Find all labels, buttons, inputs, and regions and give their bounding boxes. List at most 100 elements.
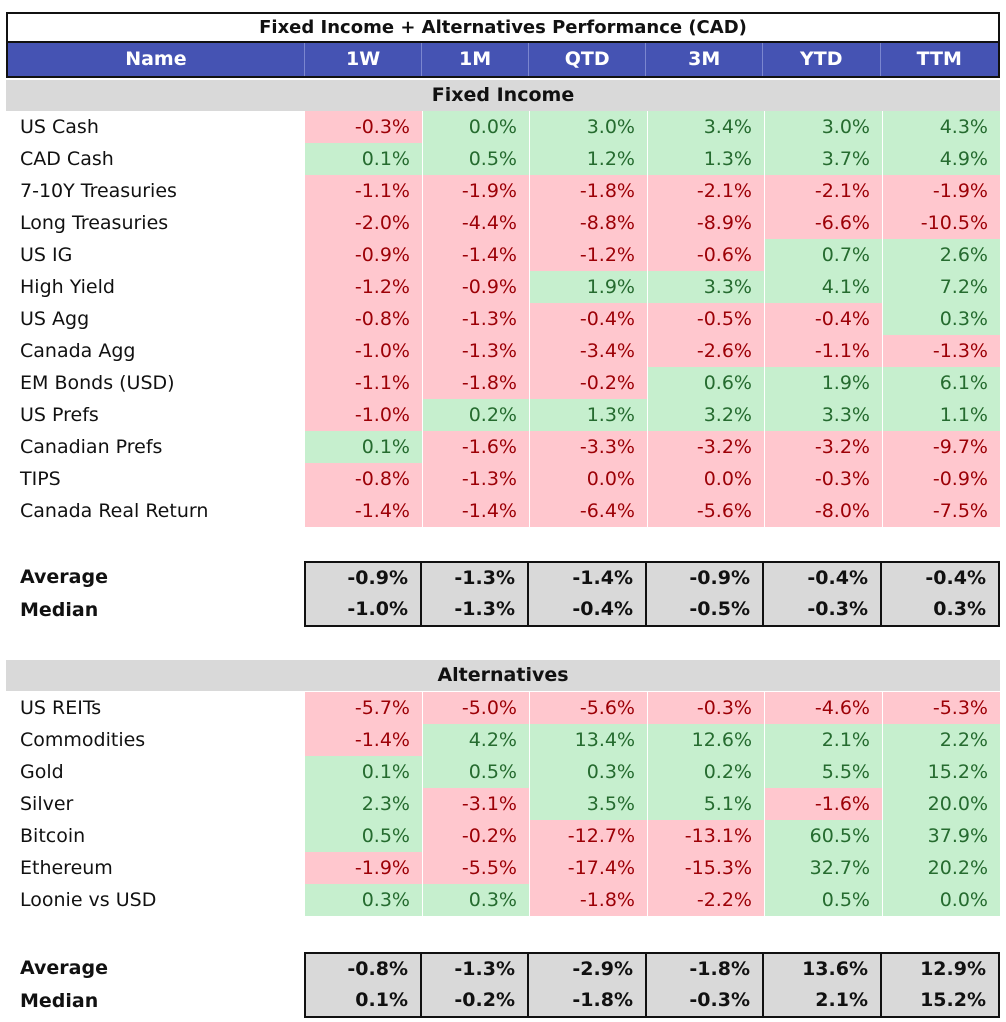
fixed-income-rows: US Cash -0.3% 0.0% 3.0% 3.4% 3.0% 4.3% CAD Cash… — [6, 111, 1000, 527]
value-cell-qtd: 3.0% — [529, 111, 647, 143]
value-cell-1w: 0.5% — [304, 820, 422, 852]
value-cell-ttm: 37.9% — [882, 820, 1000, 852]
value-cell-ytd: -4.6% — [764, 692, 882, 724]
row-name: US Prefs — [20, 404, 99, 426]
value-cell-1m: -1.8% — [422, 367, 529, 399]
stat-label: Median — [20, 990, 99, 1012]
value-cell-1w: -1.0% — [304, 399, 422, 431]
stat-cell-1m: -1.3% — [422, 952, 529, 985]
stat-label: Median — [20, 599, 99, 621]
stat-row-median: Median -1.0% -1.3% -0.4% -0.5% -0.3% 0.3% — [6, 594, 1000, 627]
value-cell-1m: -1.3% — [422, 335, 529, 367]
stat-cell-1m: -1.3% — [422, 594, 529, 627]
table-row: Canada Agg -1.0% -1.3% -3.4% -2.6% -1.1% -1.3% — [6, 335, 1000, 367]
row-name: CAD Cash — [20, 148, 114, 170]
value-cell-3m: 5.1% — [647, 788, 764, 820]
value-cell-qtd: 0.0% — [529, 463, 647, 495]
table-row: Canadian Prefs 0.1% -1.6% -3.3% -3.2% -3.2% -9… — [6, 431, 1000, 463]
stat-cell-ytd: 13.6% — [764, 952, 882, 985]
value-cell-1w: -5.7% — [304, 692, 422, 724]
value-cell-ytd: -2.1% — [764, 175, 882, 207]
value-cell-1w: -1.2% — [304, 271, 422, 303]
value-cell-1w: -1.4% — [304, 724, 422, 756]
value-cell-qtd: 13.4% — [529, 724, 647, 756]
value-cell-1m: -1.9% — [422, 175, 529, 207]
value-cell-1m: -0.2% — [422, 820, 529, 852]
row-name: Canadian Prefs — [20, 436, 163, 458]
value-cell-ytd: 0.5% — [764, 884, 882, 916]
table-row: US IG -0.9% -1.4% -1.2% -0.6% 0.7% 2.6% — [6, 239, 1000, 271]
value-cell-1w: 0.1% — [304, 143, 422, 175]
table-row: 7-10Y Treasuries -1.1% -1.9% -1.8% -2.1% -2.1… — [6, 175, 1000, 207]
table-title: Fixed Income + Alternatives Performance … — [6, 12, 1000, 43]
value-cell-ytd: -0.4% — [764, 303, 882, 335]
stat-cell-ttm: 12.9% — [882, 952, 1000, 985]
value-cell-qtd: 1.9% — [529, 271, 647, 303]
value-cell-ttm: 0.3% — [882, 303, 1000, 335]
value-cell-1m: -3.1% — [422, 788, 529, 820]
table-row: Gold 0.1% 0.5% 0.3% 0.2% 5.5% 15.2% — [6, 756, 1000, 788]
value-cell-ttm: 2.2% — [882, 724, 1000, 756]
value-cell-1m: -1.4% — [422, 495, 529, 527]
row-name: EM Bonds (USD) — [20, 372, 175, 394]
value-cell-qtd: 3.5% — [529, 788, 647, 820]
value-cell-ytd: 3.3% — [764, 399, 882, 431]
table-row: US Cash -0.3% 0.0% 3.0% 3.4% 3.0% 4.3% — [6, 111, 1000, 143]
value-cell-3m: 1.3% — [647, 143, 764, 175]
value-cell-ytd: 60.5% — [764, 820, 882, 852]
row-name: US Agg — [20, 308, 90, 330]
section-header-fixed-income: Fixed Income — [6, 80, 1000, 111]
table-row: High Yield -1.2% -0.9% 1.9% 3.3% 4.1% 7.2% — [6, 271, 1000, 303]
value-cell-ttm: 6.1% — [882, 367, 1000, 399]
column-header-3m: 3M — [646, 43, 763, 76]
value-cell-1m: 0.0% — [422, 111, 529, 143]
value-cell-1w: -1.1% — [304, 175, 422, 207]
row-name: Ethereum — [20, 857, 113, 879]
stat-cell-1m: -1.3% — [422, 561, 529, 594]
stat-row-average: Average -0.9% -1.3% -1.4% -0.9% -0.4% -0.4% — [6, 561, 1000, 594]
value-cell-1m: -5.0% — [422, 692, 529, 724]
value-cell-ytd: -3.2% — [764, 431, 882, 463]
stat-cell-1w: -0.8% — [304, 952, 422, 985]
table-row: TIPS -0.8% -1.3% 0.0% 0.0% -0.3% -0.9% — [6, 463, 1000, 495]
value-cell-ttm: 4.3% — [882, 111, 1000, 143]
row-name: Canada Agg — [20, 340, 136, 362]
value-cell-ttm: 2.6% — [882, 239, 1000, 271]
value-cell-ttm: -0.9% — [882, 463, 1000, 495]
row-name: US REITs — [20, 697, 102, 719]
value-cell-3m: -2.6% — [647, 335, 764, 367]
value-cell-3m: -0.3% — [647, 692, 764, 724]
row-name: Loonie vs USD — [20, 889, 157, 911]
section-header-alternatives: Alternatives — [6, 660, 1000, 691]
table-row: CAD Cash 0.1% 0.5% 1.2% 1.3% 3.7% 4.9% — [6, 143, 1000, 175]
value-cell-ttm: -1.3% — [882, 335, 1000, 367]
stat-cell-qtd: -1.4% — [529, 561, 647, 594]
stat-cell-qtd: -1.8% — [529, 985, 647, 1018]
column-header-qtd: QTD — [529, 43, 647, 76]
value-cell-qtd: -1.8% — [529, 884, 647, 916]
value-cell-ytd: 4.1% — [764, 271, 882, 303]
stat-cell-3m: -1.8% — [647, 952, 764, 985]
value-cell-ttm: 20.2% — [882, 852, 1000, 884]
stat-row-median: Median 0.1% -0.2% -1.8% -0.3% 2.1% 15.2% — [6, 985, 1000, 1018]
value-cell-3m: -3.2% — [647, 431, 764, 463]
table-row: Bitcoin 0.5% -0.2% -12.7% -13.1% 60.5% 37.9% — [6, 820, 1000, 852]
alternatives-rows: US REITs -5.7% -5.0% -5.6% -0.3% -4.6% -5.3% Co… — [6, 692, 1000, 916]
row-name: TIPS — [20, 468, 61, 490]
row-name: US Cash — [20, 116, 99, 138]
value-cell-qtd: -3.4% — [529, 335, 647, 367]
value-cell-1w: -0.3% — [304, 111, 422, 143]
row-name: Canada Real Return — [20, 500, 209, 522]
value-cell-ytd: -6.6% — [764, 207, 882, 239]
column-header-ttm: TTM — [916, 48, 962, 70]
table-row: EM Bonds (USD) -1.1% -1.8% -0.2% 0.6% 1.9% 6.1… — [6, 367, 1000, 399]
value-cell-3m: -0.6% — [647, 239, 764, 271]
value-cell-1m: 0.2% — [422, 399, 529, 431]
stat-cell-1w: -1.0% — [304, 594, 422, 627]
value-cell-ytd: -1.1% — [764, 335, 882, 367]
value-cell-1m: 4.2% — [422, 724, 529, 756]
table-row: US Agg -0.8% -1.3% -0.4% -0.5% -0.4% 0.3% — [6, 303, 1000, 335]
stat-cell-ttm: 0.3% — [882, 594, 1000, 627]
value-cell-ttm: -9.7% — [882, 431, 1000, 463]
